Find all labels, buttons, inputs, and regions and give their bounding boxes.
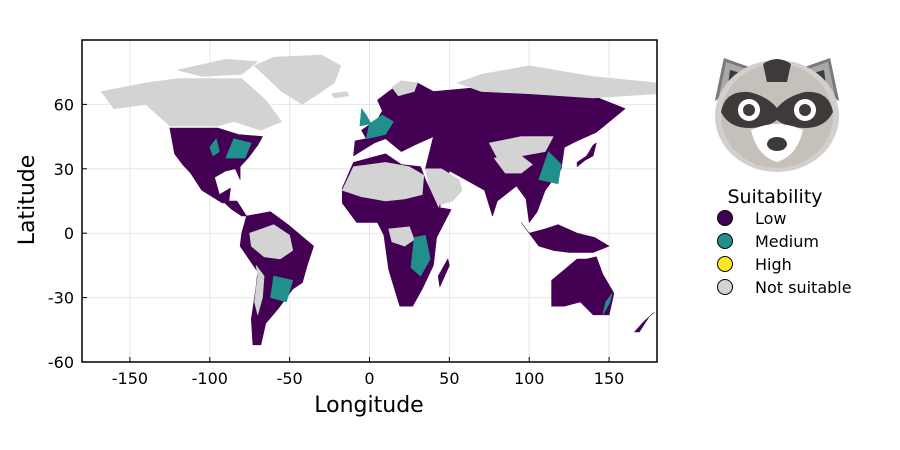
region-western-europe — [365, 114, 394, 139]
axis-ticks: -150 -100 -50 0 50 100 150 -60 -30 0 30 60 — [48, 95, 624, 388]
map-plot-area — [81, 39, 658, 363]
y-tick-label: -30 — [48, 289, 74, 308]
region-indonesia — [520, 222, 610, 253]
region-uk — [359, 108, 372, 127]
raccoon-icon — [714, 58, 840, 172]
y-tick-label: 0 — [64, 224, 74, 243]
region-east-africa — [410, 235, 431, 277]
x-axis-title: Longitude — [314, 393, 423, 418]
region-sahara — [341, 162, 425, 202]
region-tibet — [493, 155, 533, 174]
legend-marker-low — [717, 210, 733, 226]
legend: Suitability Low Medium High Not suitable — [717, 186, 852, 297]
region-andes — [254, 265, 265, 316]
x-tick-label: 50 — [439, 369, 459, 388]
region-iceland — [330, 91, 350, 99]
x-tick-label: -100 — [192, 369, 228, 388]
y-tick-label: 30 — [54, 160, 74, 179]
x-tick-label: -50 — [277, 369, 303, 388]
legend-entries: Low Medium High Not suitable — [717, 209, 852, 297]
region-australia — [551, 256, 615, 316]
x-tick-label: -150 — [112, 369, 148, 388]
legend-marker-not-suitable — [717, 279, 733, 295]
region-arctic-islands — [177, 58, 259, 77]
y-tick-label: 60 — [54, 95, 74, 114]
x-tick-label: 100 — [514, 369, 545, 388]
y-axis-title: Latitude — [15, 155, 40, 246]
region-eastern-usa — [225, 138, 252, 159]
region-central-usa — [209, 138, 220, 157]
region-new-zealand — [634, 312, 655, 333]
legend-label-high: High — [755, 255, 792, 274]
region-se-australia — [602, 292, 613, 316]
region-north-america — [100, 78, 283, 131]
x-tick-label: 150 — [594, 369, 625, 388]
region-mexico — [182, 164, 231, 204]
x-tick-label: 0 — [364, 369, 374, 388]
region-congo-basin — [388, 226, 415, 247]
region-central-america — [222, 200, 247, 217]
region-scandinavia-north — [391, 80, 418, 97]
legend-label-medium: Medium — [755, 232, 819, 251]
legend-marker-high — [717, 256, 733, 272]
region-amazon-basin — [249, 224, 294, 260]
y-tick-label: -60 — [48, 353, 74, 372]
region-east-china — [538, 151, 562, 185]
legend-title: Suitability — [727, 186, 822, 208]
land-regions — [100, 54, 658, 346]
region-southern-brazil — [270, 275, 294, 303]
region-japan — [576, 142, 597, 167]
region-greenland — [254, 54, 342, 105]
legend-label-not-suitable: Not suitable — [755, 278, 852, 297]
legend-marker-medium — [717, 233, 733, 249]
region-madagascar — [437, 258, 450, 288]
legend-label-low: Low — [755, 209, 787, 228]
